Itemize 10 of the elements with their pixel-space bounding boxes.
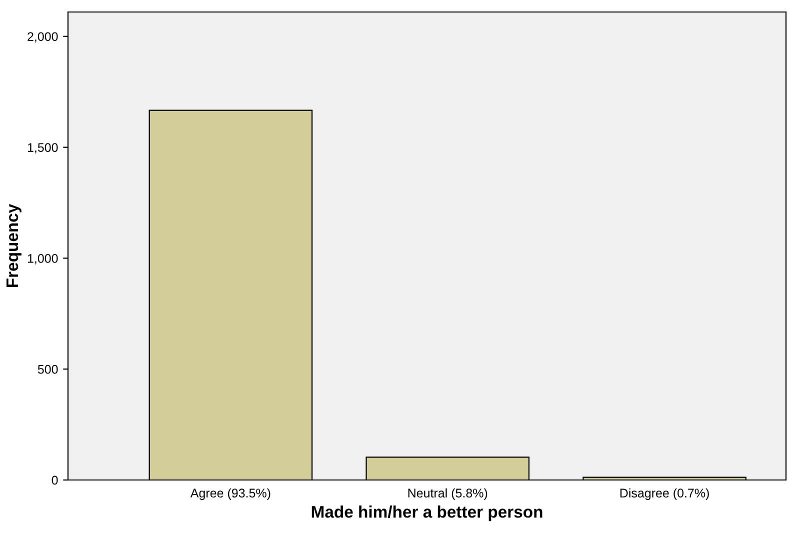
y-tick-label: 2,000 [28,32,58,43]
y-tick-label: 1,000 [28,254,58,264]
x-tick-label: Disagree (0.7%) [620,488,709,500]
y-tick-label: 1,500 [28,143,58,154]
x-tick-label: Agree (93.5%) [190,488,270,500]
y-axis-title: Frequency [6,204,22,288]
y-tick-label: 0 [52,476,58,485]
x-tick-label: Neutral (5.8%) [408,488,488,500]
y-tick-label: 500 [38,364,58,374]
x-axis-title: Made him/her a better person [312,506,542,522]
